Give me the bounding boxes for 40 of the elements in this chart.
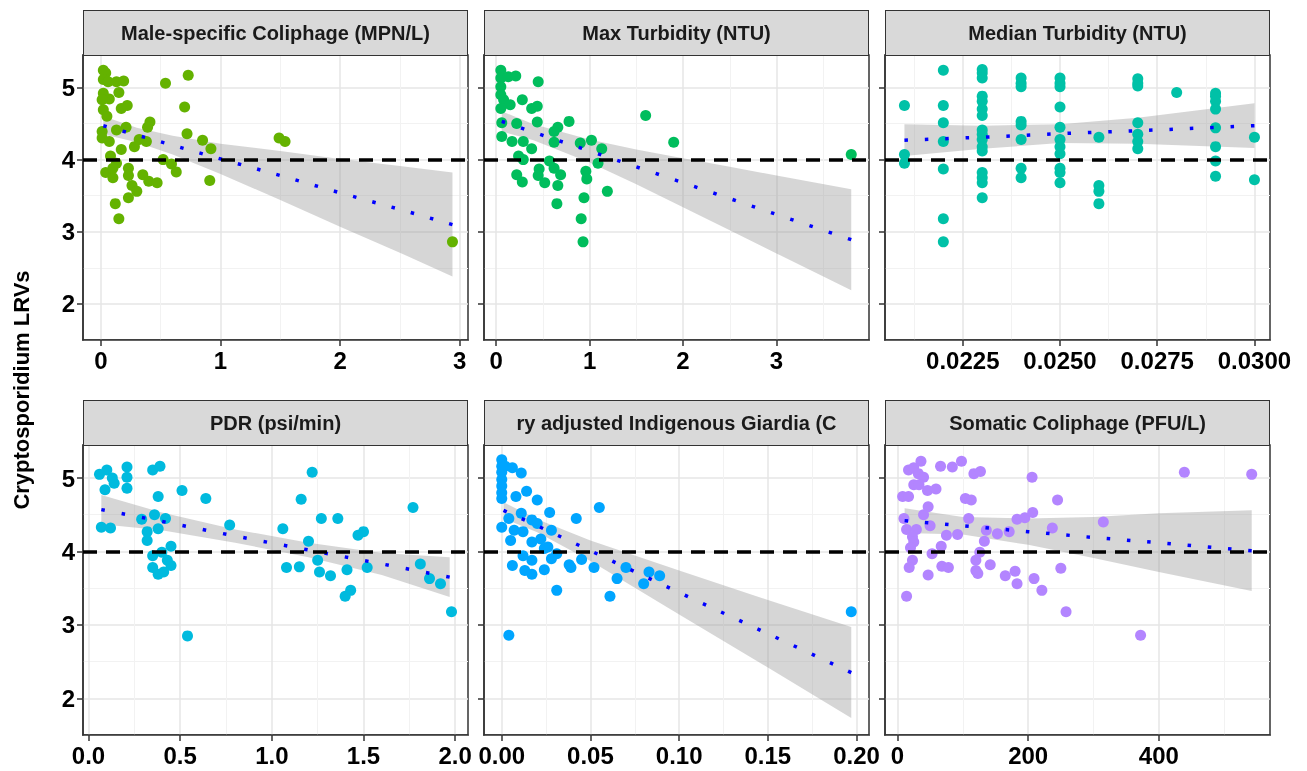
x-tick-label: 0.0275	[1120, 346, 1194, 374]
x-tick-label: 1	[213, 346, 228, 374]
y-tick-label: 3	[61, 611, 75, 639]
x-tick-label: 400	[1138, 741, 1179, 769]
x-tick-label: 0.15	[744, 741, 792, 769]
x-tick-label: 2.0	[438, 741, 472, 769]
x-tick-label: 0	[94, 346, 108, 374]
x-tick-label: 0.20	[833, 741, 880, 769]
x-tick-label: 1.0	[255, 741, 289, 769]
x-tick-label: 3	[452, 346, 467, 374]
x-tick-label: 2	[676, 346, 690, 374]
y-axis-title: Cryptosporidium LRVs	[9, 270, 35, 510]
x-tick-label: 0	[489, 346, 503, 374]
chart-title: ry adjusted Indigenous Giardia (C	[484, 400, 869, 446]
chart-title: Max Turbidity (NTU)	[484, 10, 869, 56]
x-tick-label: 0	[890, 741, 905, 769]
x-tick-label: 0.10	[655, 741, 703, 769]
y-tick-label: 3	[61, 218, 75, 246]
x-tick-label: 2	[333, 346, 347, 374]
x-tick-label: 0.00	[478, 741, 526, 769]
y-tick-label: 5	[61, 464, 75, 492]
x-tick-label: 200	[1008, 741, 1049, 769]
y-tick-label: 4	[61, 537, 76, 565]
chart-title: Male-specific Coliphage (MPN/L)	[83, 10, 468, 56]
y-tick-label: 5	[61, 73, 75, 101]
chart-title: Somatic Coliphage (PFU/L)	[885, 400, 1270, 446]
x-tick-label: 0.05	[567, 741, 614, 769]
x-tick-label: 0.5	[163, 741, 197, 769]
y-tick-label: 2	[61, 684, 75, 712]
x-tick-label: 3	[769, 346, 784, 374]
x-tick-label: 0.0	[71, 741, 106, 769]
y-tick-label: 4	[61, 146, 76, 174]
x-tick-label: 1.5	[346, 741, 381, 769]
chart-title: Median Turbidity (NTU)	[885, 10, 1270, 56]
y-tick-label: 2	[61, 290, 75, 318]
x-tick-label: 0.0250	[1023, 346, 1097, 374]
x-tick-label: 1	[582, 346, 597, 374]
x-tick-label: 0.0225	[926, 346, 1000, 374]
chart-title: PDR (psi/min)	[83, 400, 468, 446]
x-tick-label: 0.0300	[1217, 346, 1292, 374]
